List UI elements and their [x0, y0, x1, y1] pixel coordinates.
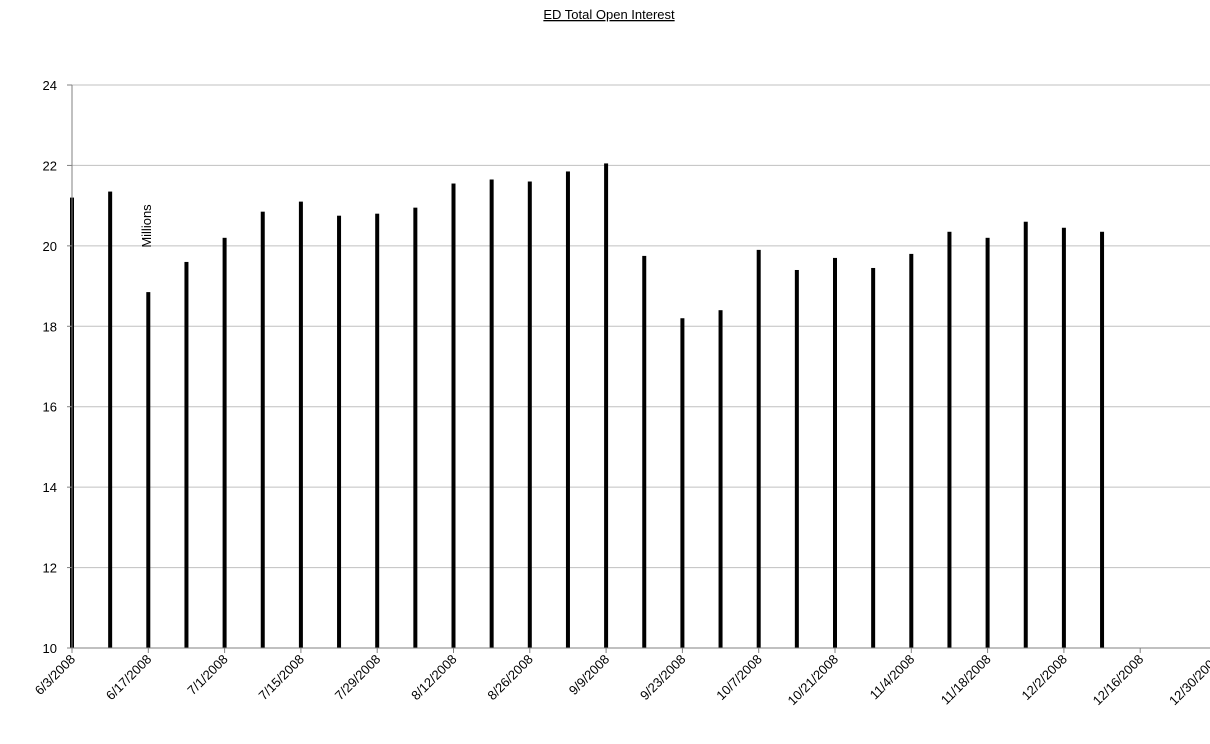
- x-tick-label: 9/23/2008: [637, 652, 689, 704]
- x-tick-label: 9/9/2008: [566, 652, 612, 698]
- bar: [298, 201, 303, 648]
- y-tick-label: 22: [43, 158, 57, 173]
- bars: [70, 163, 1105, 649]
- x-tick-label: 10/7/2008: [713, 652, 765, 704]
- x-tick-label: 12/30/2008: [1166, 652, 1210, 709]
- bar: [146, 292, 151, 648]
- y-tick-label: 18: [43, 319, 57, 334]
- y-tick-label: 12: [43, 561, 57, 576]
- x-tick-label: 11/4/2008: [867, 652, 918, 703]
- y-tick-label: 10: [43, 641, 57, 656]
- bar: [604, 163, 609, 649]
- bar: [451, 183, 456, 648]
- bar: [642, 255, 647, 649]
- x-tick-label: 12/16/2008: [1090, 652, 1147, 709]
- bar: [871, 267, 876, 648]
- y-tick-label: 20: [43, 239, 57, 254]
- x-tick-label: 6/17/2008: [103, 652, 155, 704]
- y-axis-label: Millions: [139, 204, 154, 248]
- x-tick-label: 6/3/2008: [32, 652, 78, 698]
- y-tick-label: 24: [43, 78, 57, 93]
- x-tick-label: 7/1/2008: [184, 652, 230, 698]
- bar: [337, 215, 342, 649]
- bar: [680, 318, 685, 648]
- bar: [909, 253, 914, 648]
- bar: [1023, 221, 1028, 648]
- x-tick-label: 7/29/2008: [332, 652, 384, 704]
- bar: [565, 171, 570, 649]
- bar: [527, 181, 532, 648]
- bar: [260, 211, 265, 649]
- bar: [489, 179, 494, 648]
- bar: [985, 237, 990, 649]
- y-tick-labels: 10 12 14 16 18 20 22 24: [43, 78, 57, 656]
- bar: [756, 249, 761, 648]
- y-tick-label: 16: [43, 400, 57, 415]
- bar: [375, 213, 380, 648]
- gridlines: [72, 84, 1210, 569]
- bar: [833, 257, 837, 648]
- bar: [794, 269, 799, 648]
- x-tick-labels: 6/3/2008 6/17/2008 7/1/2008 7/15/2008 7/29/2…: [32, 652, 1210, 709]
- axes: [67, 84, 1210, 653]
- bar: [1100, 231, 1105, 648]
- x-tick-label: 10/21/2008: [784, 652, 841, 709]
- bar: [1061, 227, 1066, 648]
- y-tick-label: 14: [43, 480, 57, 495]
- bar: [108, 191, 113, 648]
- x-tick-label: 11/18/2008: [938, 652, 994, 708]
- chart-title: ED Total Open Interest: [543, 7, 675, 22]
- bar: [947, 231, 952, 648]
- x-tick-label: 7/15/2008: [256, 652, 308, 704]
- bar: [184, 261, 189, 648]
- x-tick-label: 8/12/2008: [408, 652, 460, 704]
- bar: [718, 310, 723, 648]
- x-tick-label: 8/26/2008: [484, 652, 536, 704]
- bar: [222, 237, 227, 649]
- bar: [413, 207, 418, 648]
- x-tick-label: 12/2/2008: [1019, 652, 1071, 704]
